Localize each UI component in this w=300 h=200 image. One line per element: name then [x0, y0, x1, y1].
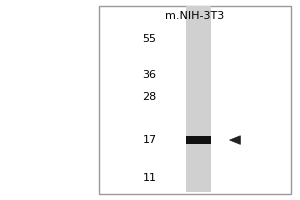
Polygon shape: [230, 136, 240, 144]
FancyBboxPatch shape: [99, 6, 291, 194]
Text: 17: 17: [142, 135, 157, 145]
Text: 28: 28: [142, 92, 157, 102]
Text: m.NIH-3T3: m.NIH-3T3: [165, 11, 225, 21]
Text: 36: 36: [142, 70, 157, 80]
Text: 11: 11: [142, 173, 157, 183]
FancyBboxPatch shape: [186, 6, 211, 192]
FancyBboxPatch shape: [186, 136, 211, 144]
Text: 55: 55: [142, 34, 157, 44]
